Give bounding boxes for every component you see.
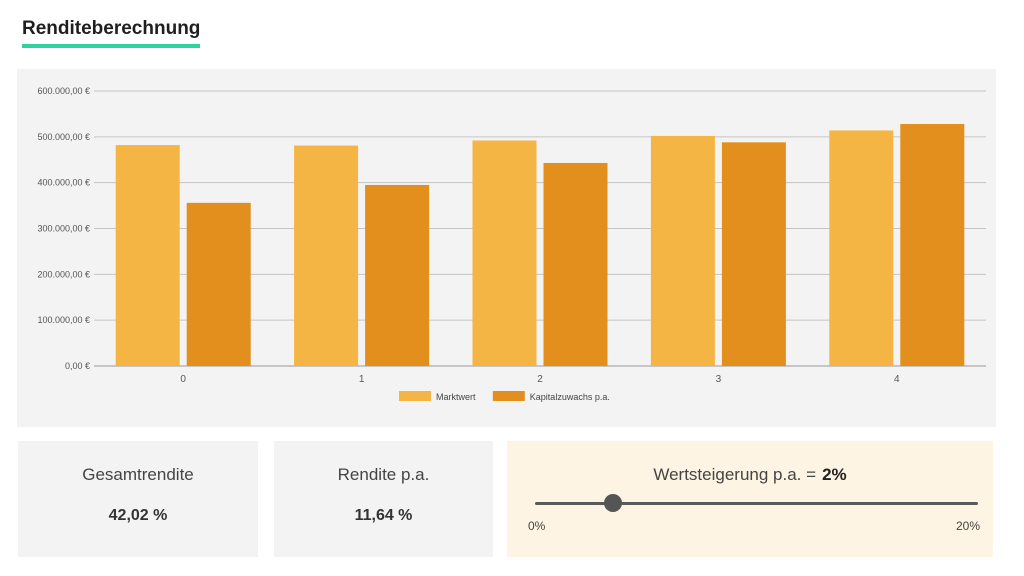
x-tick-label: 3 xyxy=(716,374,722,385)
bar-marktwert xyxy=(472,140,537,366)
bar-kapitalzuwachs xyxy=(721,142,786,366)
chart-panel: 0,00 € 100.000,00 € 200.000,00 € 300.000,00… xyxy=(17,69,996,427)
legend: Marktwert Kapitalzuwachs p.a. xyxy=(399,391,610,402)
bar-marktwert xyxy=(294,145,359,366)
rendite-pa-card: Rendite p.a. 11,64 % xyxy=(274,441,493,557)
wertsteigerung-label-row: Wertsteigerung p.a. = 2% xyxy=(507,465,993,485)
gesamtrendite-value: 42,02 % xyxy=(108,507,168,524)
slider-min-label: 0% xyxy=(528,519,546,533)
bar-marktwert xyxy=(829,130,894,366)
wertsteigerung-slider-track[interactable] xyxy=(535,502,978,505)
y-tick-label: 0,00 € xyxy=(65,361,90,371)
y-tick-label: 100.000,00 € xyxy=(37,315,90,325)
bar-kapitalzuwachs xyxy=(900,124,965,366)
x-tick-label: 0 xyxy=(180,374,186,385)
y-axis-ticks: 0,00 € 100.000,00 € 200.000,00 € 300.000,00… xyxy=(37,86,90,371)
bar-kapitalzuwachs xyxy=(365,184,430,366)
wertsteigerung-label: Wertsteigerung p.a. = xyxy=(653,465,817,484)
y-tick-label: 600.000,00 € xyxy=(37,86,90,96)
gesamtrendite-card: Gesamtrendite 42,02 % xyxy=(18,441,258,557)
bar-marktwert xyxy=(115,145,180,366)
page-title: Renditeberechnung xyxy=(22,16,201,48)
legend-label-kapitalzuwachs: Kapitalzuwachs p.a. xyxy=(530,392,610,402)
gesamtrendite-label: Gesamtrendite xyxy=(82,465,194,484)
bar-kapitalzuwachs xyxy=(186,202,251,366)
y-tick-label: 500.000,00 € xyxy=(37,132,90,142)
legend-swatch-kapitalzuwachs xyxy=(492,391,525,401)
y-tick-label: 400.000,00 € xyxy=(37,178,90,188)
bar-marktwert xyxy=(650,135,715,366)
legend-swatch-marktwert xyxy=(399,391,431,401)
x-tick-label: 2 xyxy=(537,374,543,385)
bar-chart: 0,00 € 100.000,00 € 200.000,00 € 300.000,00… xyxy=(37,86,986,402)
legend-label-marktwert: Marktwert xyxy=(436,392,476,402)
x-tick-label: 1 xyxy=(359,374,365,385)
x-axis-ticks: 0 1 2 3 4 xyxy=(180,374,900,385)
slider-max-label: 20% xyxy=(955,519,980,533)
bars xyxy=(115,124,965,366)
wertsteigerung-value: 2% xyxy=(822,465,847,484)
y-tick-label: 300.000,00 € xyxy=(37,224,90,234)
x-tick-label: 4 xyxy=(894,374,900,385)
wertsteigerung-slider-thumb[interactable] xyxy=(604,494,623,512)
bar-kapitalzuwachs xyxy=(543,162,608,366)
wertsteigerung-card: Wertsteigerung p.a. = 2% 0% 20% xyxy=(507,441,993,557)
rendite-pa-label: Rendite p.a. xyxy=(337,465,430,484)
y-tick-label: 200.000,00 € xyxy=(37,269,90,279)
rendite-pa-value: 11,64 % xyxy=(354,507,413,524)
